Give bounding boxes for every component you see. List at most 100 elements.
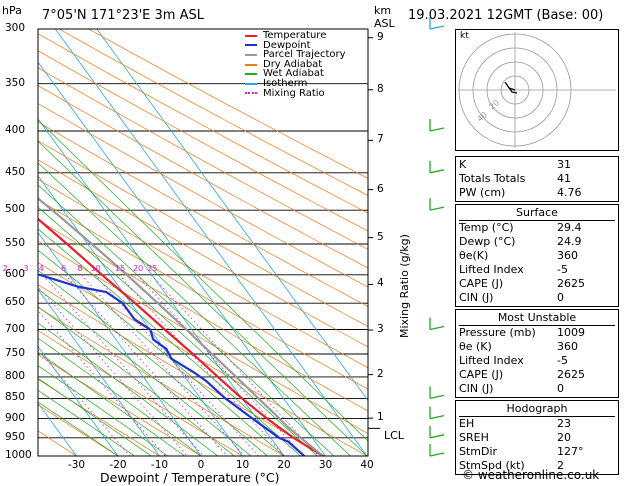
parameter-row: StmDir 127° bbox=[459, 445, 615, 459]
altitude-km-tick-label: 6 bbox=[377, 182, 384, 195]
altitude-km-tick-label: 2 bbox=[377, 367, 384, 380]
parameter-label: K bbox=[459, 158, 467, 171]
isotherm-line bbox=[38, 175, 243, 456]
parameter-value: 20 bbox=[557, 431, 571, 444]
legend-label: Wet Adiabat bbox=[263, 68, 324, 80]
mixing-ratio-label: 8 bbox=[77, 263, 83, 273]
pressure-tick-label: 950 bbox=[5, 430, 26, 443]
wind-barb bbox=[429, 386, 445, 399]
dry-adiabat-line bbox=[38, 121, 368, 307]
dewpoint-series-line bbox=[38, 273, 306, 456]
dry-adiabat-line bbox=[38, 262, 368, 456]
altitude-km-tick-label: 7 bbox=[377, 133, 384, 146]
pressure-tick-label: 700 bbox=[5, 322, 26, 335]
hodograph-kt-label: kt bbox=[460, 31, 469, 41]
mixing-ratio-line bbox=[42, 274, 204, 456]
parameter-label: Temp (°C) bbox=[459, 221, 514, 234]
temperature-tick-label: 30 bbox=[318, 459, 333, 471]
copyright-footer: © weatheronline.co.uk bbox=[462, 468, 600, 482]
legend-swatch bbox=[245, 92, 257, 95]
pressure-tick-label: 450 bbox=[5, 165, 26, 178]
dry-adiabat-line bbox=[58, 29, 368, 196]
temperature-tick-label: -10 bbox=[150, 459, 169, 471]
mixing-ratio-line bbox=[38, 349, 131, 456]
temperature-series-line bbox=[38, 217, 324, 456]
hodograph-table: Hodograph EH 23 SREH 20 StmDir 127° StmSpd (kt… bbox=[455, 400, 619, 475]
wet-adiabat-line bbox=[38, 119, 368, 442]
dry-adiabat-line bbox=[38, 284, 326, 456]
parameter-label: Pressure (mb) bbox=[459, 326, 536, 339]
wet-adiabat-line bbox=[38, 377, 152, 456]
wind-barb bbox=[429, 17, 445, 30]
hodograph-title: Hodograph bbox=[506, 402, 568, 415]
parameter-value: 2 bbox=[557, 459, 564, 472]
asl-unit-label: ASL bbox=[374, 17, 395, 30]
mixing-ratio-line bbox=[136, 274, 304, 456]
legend-swatch bbox=[245, 53, 257, 56]
parameter-label: SREH bbox=[459, 431, 489, 444]
wet-adiabat-line bbox=[38, 389, 135, 456]
temperature-tick-label: 10 bbox=[235, 459, 250, 471]
parameter-label: θe(K) bbox=[459, 249, 489, 262]
temperature-tick-label: -20 bbox=[109, 459, 127, 471]
parcel-trajectory-series-line bbox=[38, 197, 324, 456]
wet-adiabat-line bbox=[38, 306, 235, 456]
mixing-ratio-label: 10 bbox=[90, 263, 101, 273]
legend-swatch bbox=[245, 63, 257, 66]
lcl-label: LCL bbox=[384, 429, 404, 442]
parameter-label: Totals Totals bbox=[459, 172, 526, 185]
parameter-label: CIN (J) bbox=[459, 291, 494, 304]
datetime-title: 19.03.2021 12GMT (Base: 00) bbox=[408, 8, 604, 23]
parameter-value: 2625 bbox=[557, 277, 585, 290]
legend-swatch bbox=[245, 34, 257, 37]
parameter-value: 23 bbox=[557, 417, 571, 430]
parameter-row: SREH 20 bbox=[459, 431, 615, 445]
legend-label: Mixing Ratio bbox=[263, 87, 325, 99]
temperature-tick-label: 20 bbox=[277, 459, 291, 471]
parameter-value: 31 bbox=[557, 158, 571, 171]
isotherm-line bbox=[38, 232, 202, 456]
parameter-row: CIN (J) 0 bbox=[459, 382, 615, 396]
wind-barb bbox=[429, 406, 445, 420]
parameter-label: θe (K) bbox=[459, 340, 492, 353]
pressure-tick-label: 850 bbox=[5, 391, 26, 404]
legend-swatch bbox=[245, 44, 257, 47]
dry-adiabat-line bbox=[38, 140, 368, 327]
parameter-row: θe (K) 360 bbox=[459, 340, 615, 354]
dry-adiabat-line bbox=[38, 199, 368, 390]
dry-adiabat-line bbox=[38, 178, 368, 369]
parameter-value: 0 bbox=[557, 291, 564, 304]
parameter-label: CAPE (J) bbox=[459, 368, 504, 381]
mixing-ratio-label: 15 bbox=[115, 263, 126, 273]
pressure-tick-label: 600 bbox=[5, 267, 26, 280]
altitude-km-tick-label: 3 bbox=[377, 323, 384, 336]
altitude-km-tick-label: 9 bbox=[377, 30, 384, 43]
wet-adiabat-line bbox=[38, 337, 202, 456]
mixing-ratio-line bbox=[81, 274, 245, 456]
legend-label: Parcel Trajectory bbox=[263, 49, 346, 61]
wet-adiabat-line bbox=[38, 206, 318, 456]
dry-adiabat-line bbox=[38, 240, 368, 434]
parameter-value: -5 bbox=[557, 354, 568, 367]
legend-item: Isotherm bbox=[245, 79, 346, 89]
parameter-value: 24.9 bbox=[557, 235, 582, 248]
parameter-label: Dewp (°C) bbox=[459, 235, 516, 248]
hodograph-trace bbox=[504, 81, 518, 94]
dry-adiabat-line bbox=[38, 67, 368, 250]
mixing-ratio-line bbox=[150, 274, 319, 456]
dry-adiabat-line bbox=[38, 103, 368, 288]
legend-swatch bbox=[245, 82, 257, 85]
pressure-tick-label: 550 bbox=[5, 236, 26, 249]
legend-item: Dewpoint bbox=[245, 40, 346, 51]
parameter-label: StmSpd (kt) bbox=[459, 459, 525, 472]
surface-table: Surface Temp (°C) 29.4 Dewp (°C) 24.9 θe(K) 3… bbox=[455, 204, 619, 307]
mixing-ratio-axis-label: Mixing Ratio (g/kg) bbox=[398, 234, 411, 338]
mixing-ratio-label: 20 bbox=[132, 263, 144, 273]
mixing-ratio-line bbox=[118, 274, 285, 456]
wind-barb bbox=[429, 425, 445, 439]
wet-adiabat-line bbox=[38, 322, 218, 456]
parameter-value: 29.4 bbox=[557, 221, 582, 234]
legend-item: Wet Adiabat bbox=[245, 69, 346, 79]
wet-adiabat-line bbox=[38, 140, 368, 456]
